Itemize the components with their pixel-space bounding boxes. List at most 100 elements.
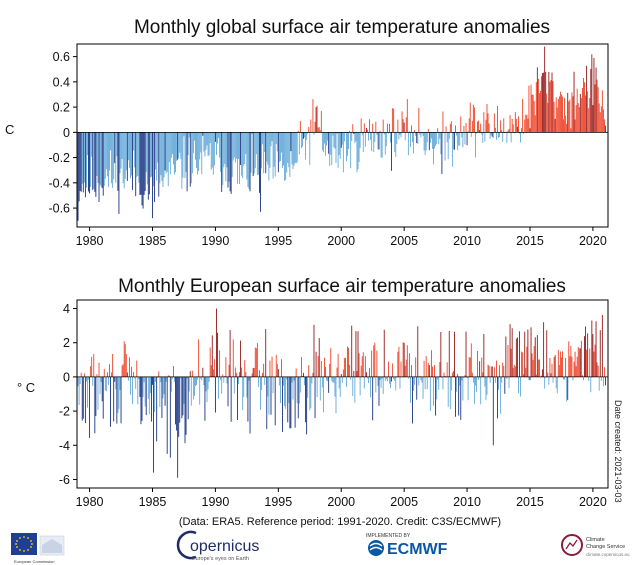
bar-cool [497,376,498,419]
bar-cool [223,132,225,168]
bar-cool [207,376,209,390]
bar-cool [208,132,210,156]
bar-warm [559,91,561,133]
bar-warm [427,362,429,377]
bar-cool [82,376,84,419]
bar-warm [546,330,548,377]
bar-cool [132,132,133,190]
bar-warm [308,127,310,133]
bar-cool [259,132,260,193]
bar-cool [250,376,252,378]
bar-cool [86,376,87,382]
bar-cool [399,132,401,135]
y-tick-label: 0.6 [53,50,70,64]
bar-cool [443,132,445,134]
bar-cool [283,132,284,166]
bar-warm [111,372,113,377]
bar-warm [379,130,381,133]
bar-warm [123,341,125,377]
bar-cool [110,132,111,151]
climate-service-name-2: Change Service [586,544,625,550]
bar-warm [585,326,586,377]
bar-warm [491,366,493,377]
bar-cool [159,132,161,184]
bar-cool [209,132,211,144]
bar-cool [233,132,235,158]
bar-cool [334,132,336,149]
bar-cool [489,376,491,383]
global-y-axis-label: C [5,122,14,137]
bar-warm [419,375,421,377]
bar-cool [264,376,266,385]
bar-cool [277,132,279,173]
bar-cool [217,132,218,144]
bar-cool [492,376,494,446]
bar-cool [175,132,176,173]
bar-warm [589,348,591,377]
bar-cool [359,376,361,396]
european-x-ticks: 1980 1985 1990 1995 2000 2005 2010 2015 2020 [76,488,607,509]
bar-cool [398,132,400,140]
climate-service-url: climate.copernicus.eu [586,552,630,557]
bar-cool [130,376,131,395]
bar-cool [214,132,216,142]
bar-cool [243,376,245,397]
bar-warm [425,355,427,377]
y-tick-label: -4 [59,439,70,453]
bar-warm [211,335,213,377]
bar-cool [339,376,341,398]
bar-cool [261,132,262,169]
bar-warm [158,371,160,377]
bar-cool [352,376,354,397]
bar-warm [575,366,577,377]
bar-cool [178,132,180,159]
bar-cool [188,132,190,138]
bar-warm [303,372,304,377]
bar-cool [263,132,265,174]
bar-warm [600,106,602,133]
bar-cool [250,132,252,173]
bar-cool [274,376,276,426]
bar-warm [434,365,435,377]
bar-warm [351,325,353,377]
bar-cool [291,132,293,165]
bar-warm [411,365,412,377]
bar-warm [553,101,555,133]
bar-cool [341,376,343,383]
bar-warm [553,357,555,377]
bar-cool [555,376,557,389]
bar-warm [570,128,572,133]
bar-cool [496,132,497,140]
bar-cool [136,132,138,177]
bar-warm [259,370,260,377]
bar-cool [268,132,270,181]
bar-cool [226,132,228,168]
bar-warm [455,125,456,133]
bar-cool [279,132,281,162]
bar-warm [547,102,549,133]
bar-cool [294,132,296,163]
bar-cool [152,376,153,385]
bar-warm [494,127,496,133]
bar-warm [511,118,513,133]
bar-cool [170,376,172,392]
bar-warm [343,358,345,377]
bar-cool [135,132,137,197]
bar-warm [355,331,357,377]
bar-cool [435,132,437,146]
bar-cool [245,132,247,154]
bar-cool [370,132,372,140]
bar-cool [105,132,107,170]
x-tick-label: 1980 [76,234,104,248]
bar-warm [464,375,466,377]
bar-warm [477,350,478,377]
bar-cool [200,376,202,379]
bar-cool [156,376,158,442]
bar-cool [126,132,128,181]
bar-cool [421,376,423,383]
bar-cool [389,376,390,384]
bar-cool [342,132,344,173]
bar-cool [354,132,356,144]
bar-warm [349,130,351,133]
bar-cool [286,376,288,380]
